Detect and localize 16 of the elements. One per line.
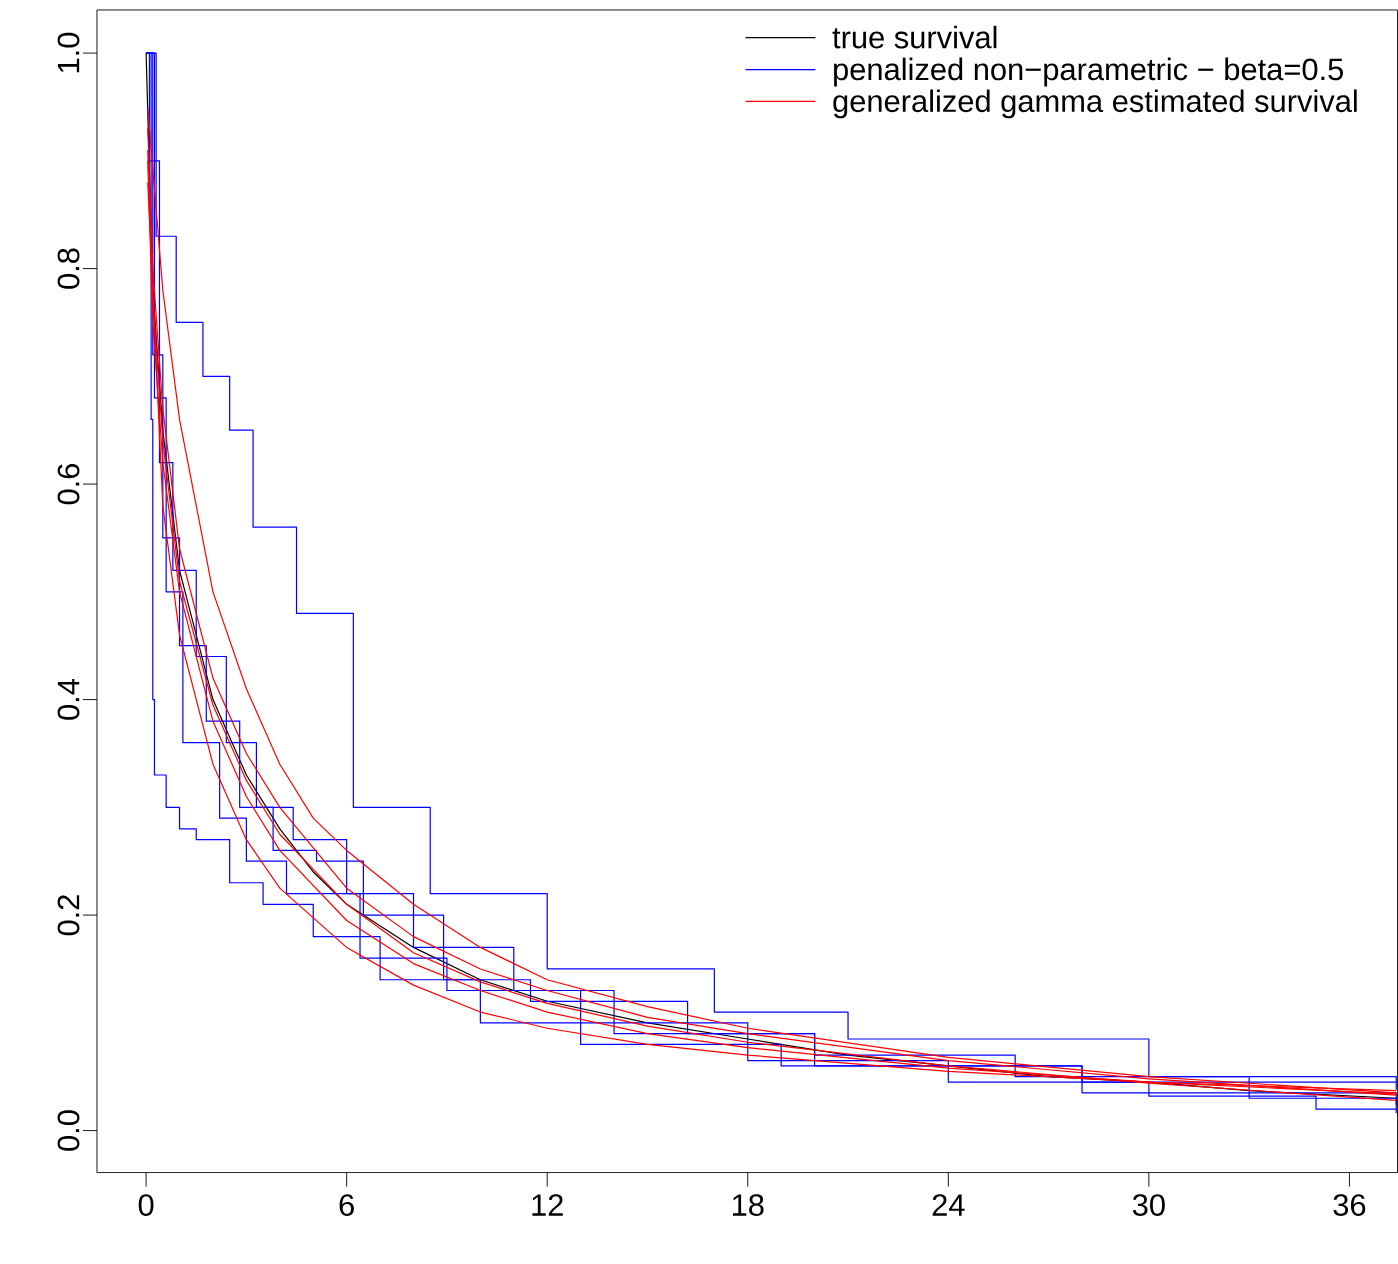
x-tick-label: 12 [532, 1194, 563, 1216]
x-tick-label: 6 [339, 1194, 354, 1217]
y-tick-label: 0.8 [57, 248, 80, 290]
y-tick-label: 0.4 [57, 679, 80, 721]
y-tick-label: 0.6 [57, 464, 80, 505]
legend-label: true survival [832, 25, 997, 49]
x-tick-label: 18 [732, 1194, 764, 1217]
y-tick-label: 0.2 [57, 895, 80, 936]
x-tick-label: 36 [1333, 1194, 1366, 1217]
legend-label: generalized gamma estimated survival [833, 89, 1357, 119]
legend-label: penalized non−parametric − beta=0.5 [834, 57, 1344, 87]
y-tick-label: 0.0 [57, 1110, 80, 1152]
x-tick-label: 0 [138, 1194, 154, 1217]
x-tick-label: 30 [1132, 1194, 1165, 1217]
y-tick-label: 1.0 [57, 33, 80, 73]
x-tick-label: 24 [932, 1194, 965, 1216]
